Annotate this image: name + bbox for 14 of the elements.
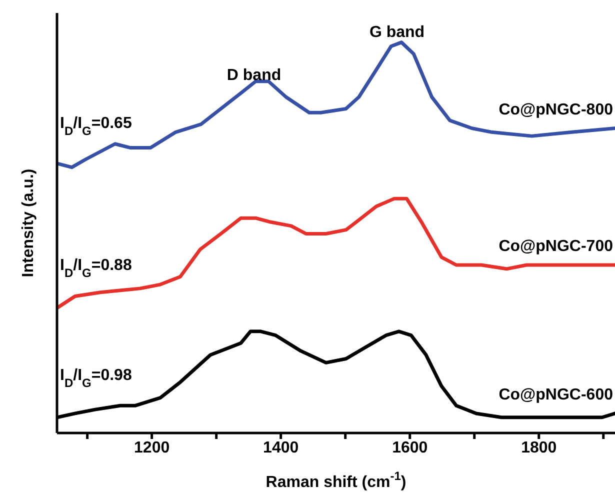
annotation: I$_{D}$/I$_{G}$=0.88 [60,257,132,280]
x-tick-label: 1600 [392,439,428,456]
series-label: Co@pNGC-600 [498,386,614,404]
series-label: Co@pNGC-700 [498,238,614,255]
y-axis-title: Intensity (a.u.) [20,168,37,278]
annotation: D band [226,67,282,84]
x-tick-label: 1400 [263,439,299,456]
x-tick-label: 1200 [134,439,170,456]
x-axis-title: Raman shift (cm$^{-1}$) [266,469,406,491]
series-label: Co@pNGC-800 [498,101,614,118]
x-tick-label: 1800 [521,439,557,456]
annotation: I$_{D}$/I$_{G}$=0.65 [60,115,132,138]
text: G band [369,24,425,41]
annotation: I$_{D}$/I$_{G}$=0.98 [60,367,132,390]
